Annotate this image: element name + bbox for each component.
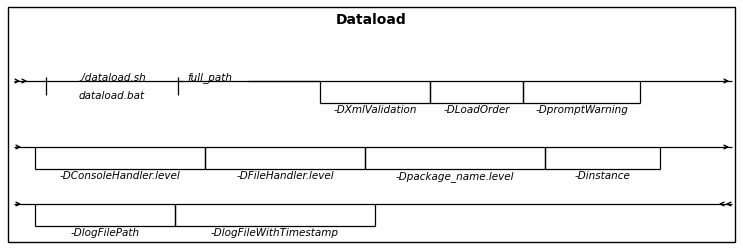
Text: -DLoadOrder: -DLoadOrder [444,104,510,115]
Text: dataload.bat: dataload.bat [79,91,145,101]
Text: ./dataload.sh: ./dataload.sh [78,73,146,83]
Text: -DpromptWarning: -DpromptWarning [535,104,628,115]
Text: Dataload: Dataload [336,13,406,27]
Text: -DConsoleHandler.level: -DConsoleHandler.level [59,170,181,180]
Text: -Dinstance: -Dinstance [574,170,631,180]
Text: full_path: full_path [187,72,233,83]
Text: -Dpackage_name.level: -Dpackage_name.level [396,170,514,181]
Text: -DlogFilePath: -DlogFilePath [71,227,140,237]
Text: -DFileHandler.level: -DFileHandler.level [236,170,334,180]
Text: -DlogFileWithTimestamp: -DlogFileWithTimestamp [211,227,339,237]
Text: -DXmlValidation: -DXmlValidation [334,104,417,115]
